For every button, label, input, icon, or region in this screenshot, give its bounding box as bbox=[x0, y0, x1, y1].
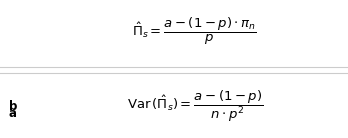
Text: $\mathrm{Var}\,(\hat{\Pi}_s) = \dfrac{a - (1 - p)}{n \cdot p^2}$: $\mathrm{Var}\,(\hat{\Pi}_s) = \dfrac{a … bbox=[127, 89, 263, 124]
Text: $\hat{\Pi}_s = \dfrac{a - (1 - p) \cdot \pi_n}{p}$: $\hat{\Pi}_s = \dfrac{a - (1 - p) \cdot … bbox=[132, 16, 258, 47]
Text: a: a bbox=[9, 107, 17, 120]
Text: b: b bbox=[9, 100, 17, 113]
